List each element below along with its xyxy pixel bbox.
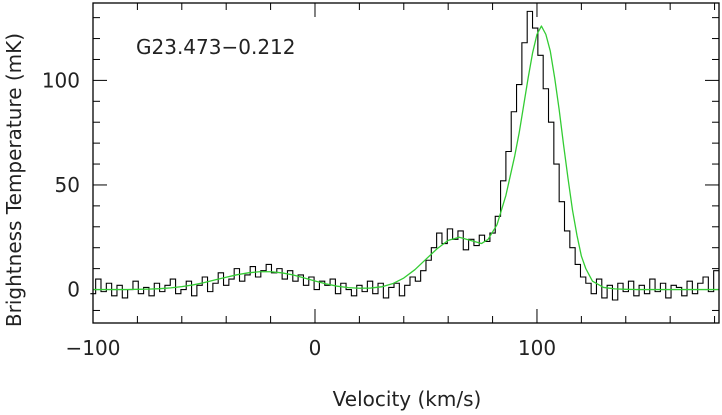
y-axis-label: Brightness Temperature (mK) <box>2 33 26 327</box>
observed-spectrum-histogram <box>90 10 719 301</box>
x-tick-label: 0 <box>309 336 322 360</box>
x-tick-label: 100 <box>518 336 556 360</box>
plot-frame <box>92 2 720 324</box>
gaussian-fit-line <box>93 25 719 291</box>
series-layer <box>90 10 719 301</box>
tick-labels: −100 0 100 0 50 100 <box>42 68 556 360</box>
x-tick-label: −100 <box>66 336 121 360</box>
axis-ticks <box>92 3 719 323</box>
source-annotation: G23.473−0.212 <box>136 35 296 59</box>
x-axis-label: Velocity (km/s) <box>333 387 482 411</box>
y-tick-label: 0 <box>67 278 80 302</box>
y-tick-label: 100 <box>42 68 80 92</box>
y-tick-label: 50 <box>55 173 80 197</box>
